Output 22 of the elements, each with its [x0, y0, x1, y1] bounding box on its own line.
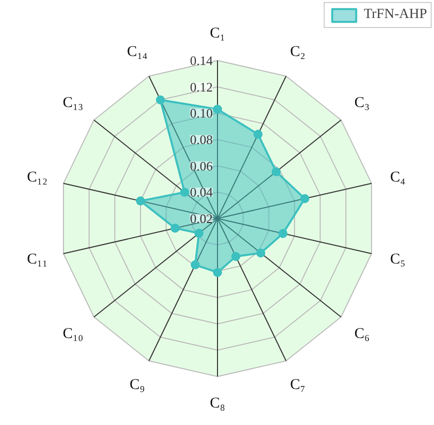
- spoke-label: C₆: [354, 326, 370, 342]
- spoke-label: C₁₂: [27, 169, 48, 186]
- legend-label: TrFN-AHP: [364, 7, 427, 23]
- spoke-label: C₁: [210, 26, 226, 42]
- y-tick-label: 0.14: [190, 53, 214, 68]
- spoke-label: C₉: [130, 377, 145, 394]
- spoke-label: C₅: [390, 252, 406, 268]
- spoke-label: C₁₄: [127, 44, 148, 60]
- y-tick-label: 0.12: [190, 79, 213, 94]
- y-tick-label: 0.06: [190, 158, 214, 174]
- y-tick-label: 0.10: [190, 106, 213, 121]
- spoke-label: C₄: [390, 169, 406, 186]
- y-tick-label: 0.08: [190, 132, 213, 147]
- y-tick-label: 0.02: [190, 211, 213, 226]
- spoke-label: C₈: [210, 395, 226, 412]
- y-tick-label: 0.04: [190, 184, 214, 200]
- spoke-label: C₂: [290, 44, 306, 60]
- spoke-label: C₃: [354, 95, 370, 112]
- spoke-label: C₇: [290, 377, 306, 394]
- spoke-label: C₁₀: [62, 326, 84, 342]
- spoke-label: C₁₃: [62, 95, 84, 112]
- spoke-label: C₁₁: [27, 252, 48, 268]
